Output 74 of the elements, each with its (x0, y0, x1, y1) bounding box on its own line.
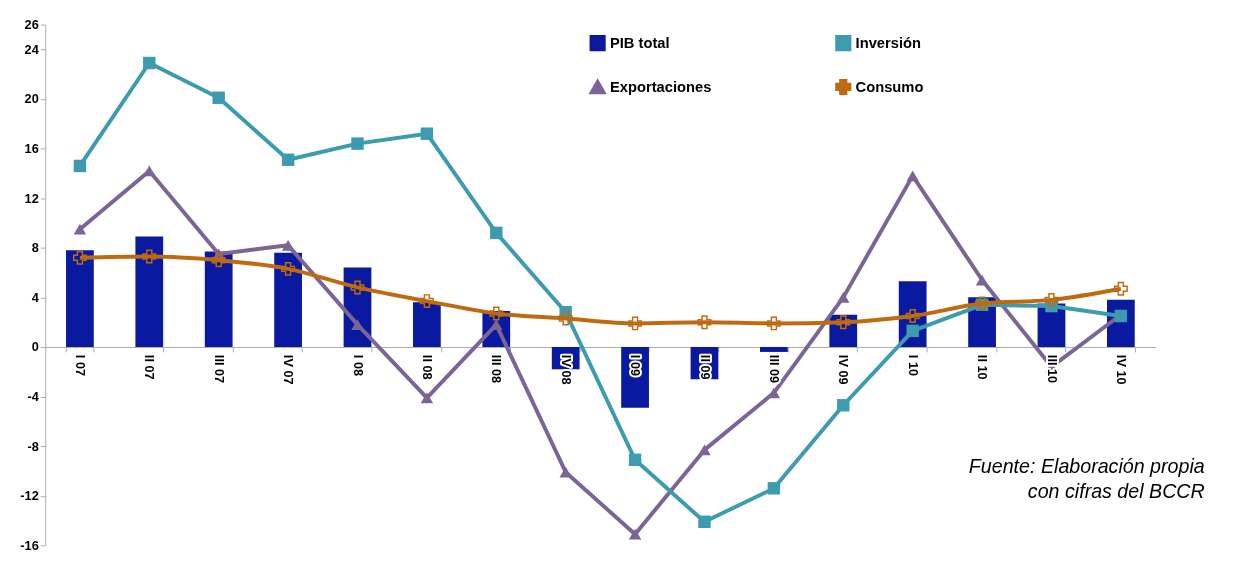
x-tick-label: I 10 (905, 354, 921, 377)
point (975, 274, 989, 286)
point (420, 127, 434, 140)
point (558, 311, 573, 326)
point (1113, 281, 1128, 296)
bar (413, 302, 441, 347)
point (837, 291, 850, 303)
point (698, 444, 711, 456)
x-tick-label: II 08 (419, 354, 435, 380)
point (767, 482, 781, 495)
point (350, 280, 365, 295)
point (905, 309, 920, 323)
y-tick-label: 12 (24, 190, 39, 206)
x-tick-label: III 07 (211, 354, 227, 384)
x-tick-label: I 09 (628, 354, 644, 377)
point (143, 56, 156, 70)
x-tick-label: I 07 (72, 354, 88, 377)
point (836, 315, 851, 330)
point (1044, 292, 1059, 307)
x-tick-label: IV 07 (281, 354, 297, 385)
point (281, 153, 295, 166)
y-tick-label: -16 (20, 537, 39, 553)
legend-label: Inversión (855, 35, 922, 52)
point (281, 239, 295, 251)
legend-label: Consumo (855, 78, 924, 95)
y-tick-label: 0 (31, 339, 39, 355)
x-tick-label: III 08 (489, 354, 505, 384)
point (628, 453, 642, 467)
point (72, 250, 87, 265)
y-tick-label: 8 (31, 240, 39, 256)
y-tick-label: 20 (24, 91, 39, 107)
x-tick-label: II 07 (142, 354, 158, 380)
y-tick-label: -12 (20, 488, 39, 504)
point (837, 399, 850, 412)
x-tick-label: II 10 (975, 354, 991, 380)
point (766, 316, 781, 331)
x-tick-label: I 08 (350, 354, 366, 377)
y-tick-label: -4 (27, 388, 40, 404)
x-tick-label: III 10 (1044, 354, 1060, 384)
bar (204, 251, 233, 347)
y-tick-label: 24 (24, 41, 40, 57)
point (628, 528, 642, 540)
point (628, 316, 643, 331)
point (419, 294, 434, 309)
x-tick-label: III 09 (766, 354, 782, 384)
bar (760, 346, 788, 352)
y-tick-label: 4 (31, 289, 40, 305)
point (351, 137, 364, 150)
point (906, 324, 919, 338)
x-tick-label: IV 10 (1113, 354, 1129, 385)
point (73, 223, 87, 235)
point (211, 253, 226, 268)
bar (66, 250, 94, 347)
point (281, 261, 296, 276)
point (698, 515, 711, 529)
x-tick-label: IV 09 (836, 354, 852, 385)
point (212, 91, 225, 104)
point (906, 170, 919, 182)
annotation: Fuente: Elaboración propia con cifras del BCCR (968, 454, 1205, 503)
y-tick-label: 16 (24, 141, 39, 156)
point (142, 249, 157, 264)
point (489, 306, 504, 321)
y-tick-label: -8 (27, 438, 39, 454)
x-tick-label: II 09 (697, 354, 713, 380)
legend-label: PIB total (609, 35, 670, 52)
y-tick-label: 26 (24, 17, 39, 32)
legend-label: Exportaciones (609, 78, 712, 95)
x-tick-label: IV 08 (558, 354, 574, 385)
point (490, 226, 503, 240)
point (697, 315, 712, 330)
bar (135, 236, 164, 347)
bar (274, 252, 302, 347)
point (420, 392, 434, 404)
point (73, 159, 87, 173)
